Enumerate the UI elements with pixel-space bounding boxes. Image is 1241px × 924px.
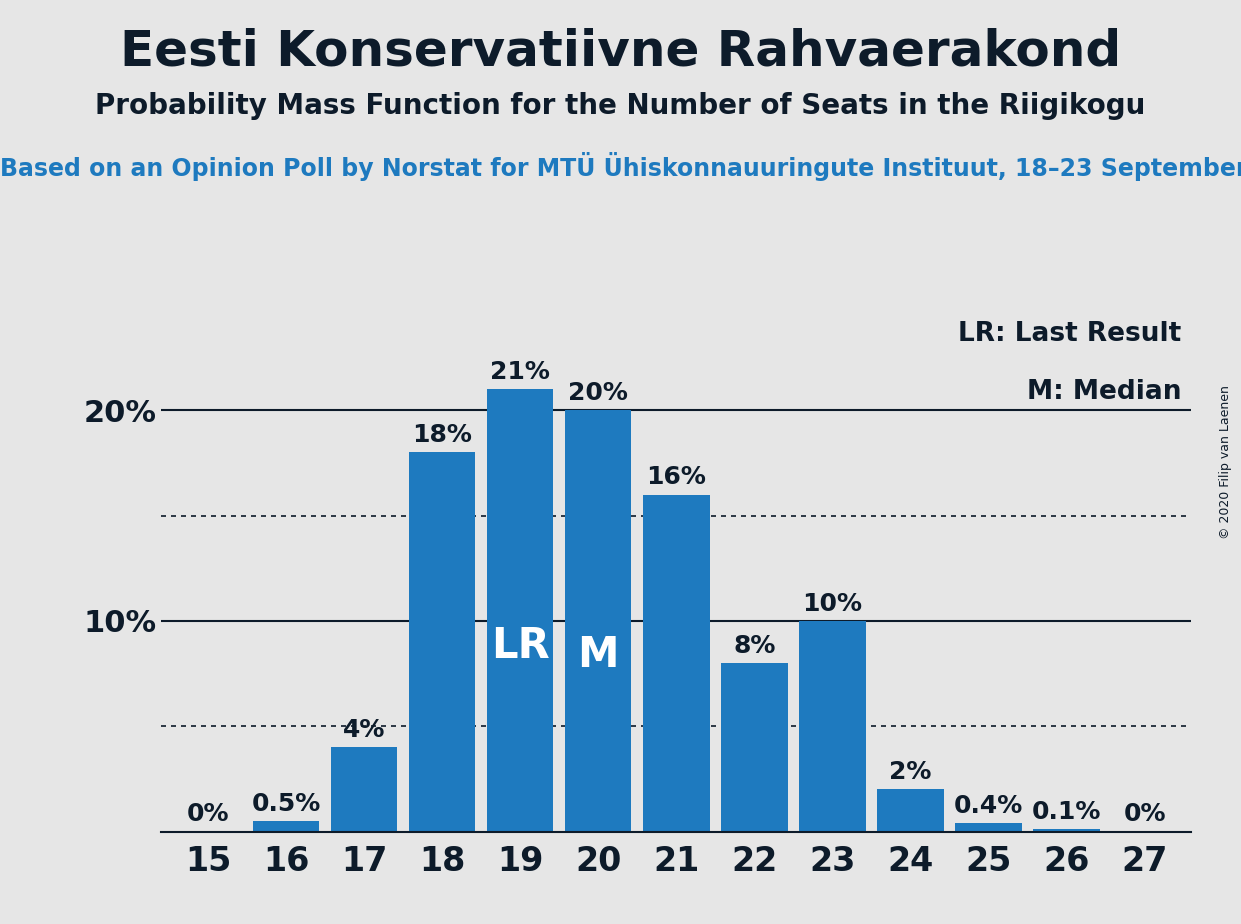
Bar [956,823,1021,832]
Bar [565,410,632,832]
Bar [253,821,319,832]
Text: 4%: 4% [343,718,386,742]
Text: 18%: 18% [412,423,472,447]
Text: M: Median: M: Median [1026,379,1181,405]
Text: 21%: 21% [490,360,550,384]
Text: LR: LR [491,625,550,667]
Text: M: M [577,634,619,675]
Text: 2%: 2% [890,760,932,784]
Bar [721,663,788,832]
Text: 0%: 0% [1123,802,1165,826]
Text: 10%: 10% [803,591,862,615]
Bar [877,789,943,832]
Bar [331,748,397,832]
Bar [1034,830,1100,832]
Text: 8%: 8% [733,634,776,658]
Text: © 2020 Filip van Laenen: © 2020 Filip van Laenen [1220,385,1232,539]
Bar [410,453,475,832]
Text: 0.4%: 0.4% [954,794,1023,818]
Text: Based on an Opinion Poll by Norstat for MTÜ Ühiskonnauuringute Instituut, 18–23 : Based on an Opinion Poll by Norstat for … [0,152,1241,181]
Text: Probability Mass Function for the Number of Seats in the Riigikogu: Probability Mass Function for the Number… [96,92,1145,120]
Text: 20%: 20% [568,381,628,405]
Text: 0.1%: 0.1% [1031,800,1101,824]
Text: Eesti Konservatiivne Rahvaerakond: Eesti Konservatiivne Rahvaerakond [120,28,1121,76]
Bar [488,389,553,832]
Text: 0%: 0% [187,802,230,826]
Bar [799,621,865,832]
Text: 0.5%: 0.5% [252,792,321,816]
Text: 16%: 16% [647,466,706,490]
Text: LR: Last Result: LR: Last Result [958,321,1181,346]
Bar [643,494,710,832]
